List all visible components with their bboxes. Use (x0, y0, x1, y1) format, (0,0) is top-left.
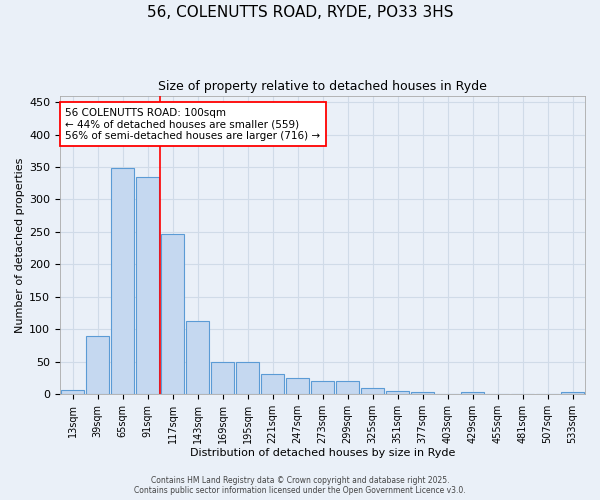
Bar (86, 336, 109, 394)
Bar (286, 378, 309, 394)
Bar (311, 380, 334, 394)
Bar (336, 380, 359, 394)
Title: Size of property relative to detached houses in Ryde: Size of property relative to detached ho… (158, 80, 487, 93)
Bar (561, 392, 584, 394)
Bar (186, 321, 209, 394)
Y-axis label: Number of detached properties: Number of detached properties (15, 157, 25, 332)
Bar (61, 390, 84, 394)
Bar (261, 374, 284, 394)
Text: Contains HM Land Registry data © Crown copyright and database right 2025.
Contai: Contains HM Land Registry data © Crown c… (134, 476, 466, 495)
Bar (461, 392, 484, 394)
Bar (361, 388, 384, 394)
Bar (236, 362, 259, 394)
Bar (211, 362, 234, 394)
Bar (161, 234, 184, 394)
Text: 56 COLENUTTS ROAD: 100sqm
← 44% of detached houses are smaller (559)
56% of semi: 56 COLENUTTS ROAD: 100sqm ← 44% of detac… (65, 108, 320, 140)
Text: 56, COLENUTTS ROAD, RYDE, PO33 3HS: 56, COLENUTTS ROAD, RYDE, PO33 3HS (147, 5, 453, 20)
X-axis label: Distribution of detached houses by size in Ryde: Distribution of detached houses by size … (190, 448, 455, 458)
Bar (111, 168, 134, 394)
Bar (136, 176, 159, 394)
Bar (386, 391, 409, 394)
Bar (411, 392, 434, 394)
